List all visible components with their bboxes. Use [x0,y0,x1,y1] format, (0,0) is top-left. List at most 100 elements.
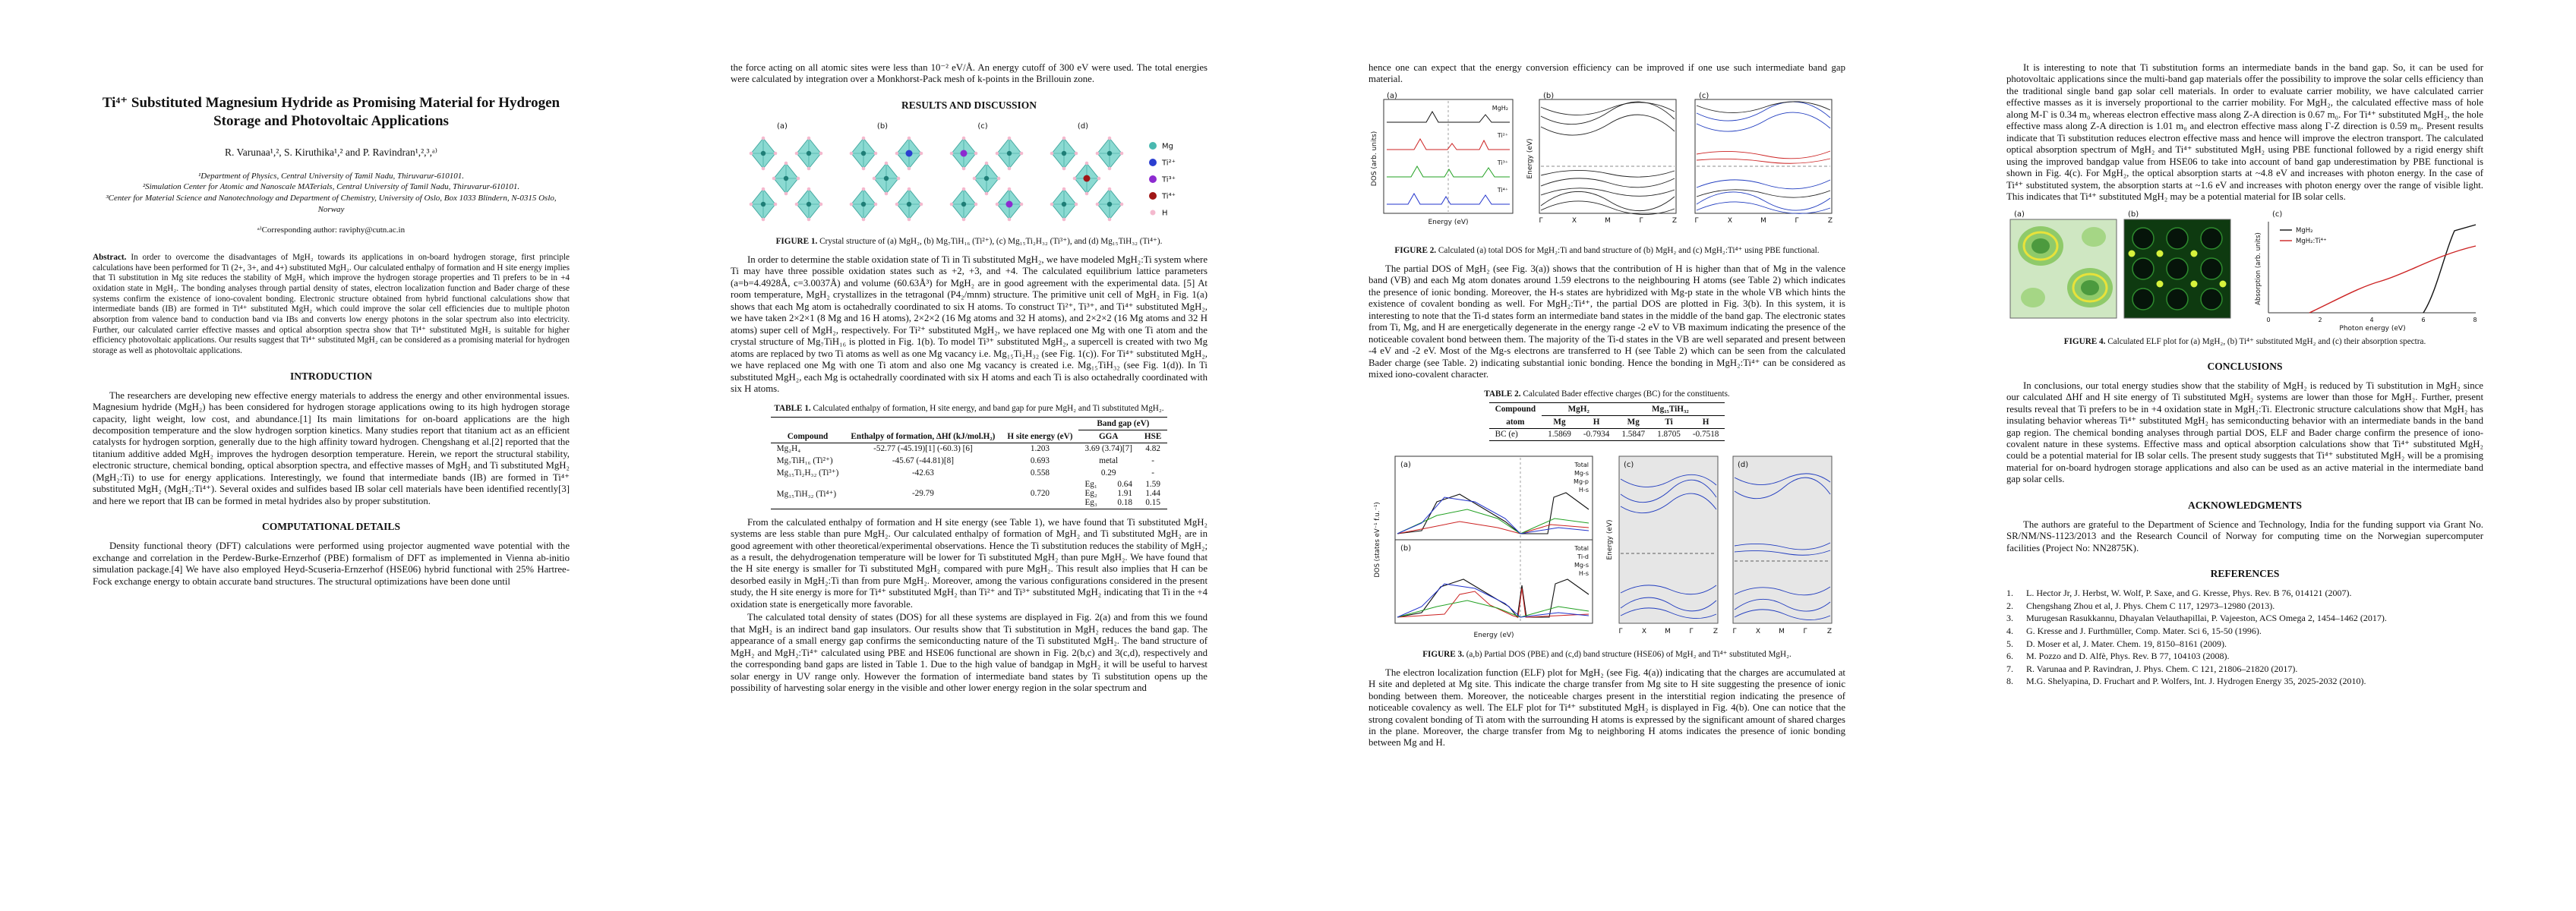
table1-header-hse: HSE [1144,431,1162,441]
fig3-legend-a-total: Total [1574,462,1589,468]
continuation-paragraph: the force acting on all atomic sites wer… [731,62,1208,85]
table2-header-atom: atom [1506,417,1525,427]
fig3-panel-d: (d) Γ X M Γ Z [1732,456,1833,635]
fig4-legend-mgh2: MgH₂ [2296,227,2313,235]
conclusions-paragraph: In conclusions, our total energy studies… [2006,380,2483,485]
table1-header-enthalpy: Enthalpy of formation, ΔHf (kJ/mol.H₂) [851,431,996,441]
table-cell: Mg₇TiH₁₆ (Ti²⁺) [776,456,833,466]
table-cell: 3.69 (3.74)[7] [1084,444,1132,454]
fig2-legend-mgh2: MgH₂ [1492,105,1508,112]
table-2: Compound MgH₂ Mg₁₅TiH₃₂ atom Mg H Mg Ti … [1488,402,1725,441]
kpoint-label: Γ [1539,217,1542,225]
xtick: 0 [2266,317,2270,323]
reference-item: 2. Chengshang Zhou et al, J. Phys. Chem C… [2006,601,2483,613]
kpoint-label: M [1760,217,1766,225]
references-list: 1. L. Hector Jr, J. Herbst, W. Wolf, P. S… [2006,588,2483,688]
table-cell: 1.203 [1030,444,1050,454]
table-1-caption: TABLE 1. Calculated enthalpy of formatio… [753,403,1185,414]
table2-header-mgh2: MgH₂ [1542,402,1616,416]
legend-ti4-swatch [1149,191,1157,200]
legend-mg-label: Mg [1162,142,1173,150]
xtick: 8 [2473,317,2477,323]
kpoint-label: Z [1713,628,1718,635]
kpoint-label: Γ [1732,628,1736,635]
legend-ti2-swatch [1149,158,1157,166]
table-1: Compound Enthalpy of formation, ΔHf (kJ/… [770,416,1168,509]
reference-text: D. Moser et al, J. Mater. Chem. 19, 8150… [2026,638,2227,649]
table-row: Mg₁₅Ti₂H₃₂ (Ti³⁺) -42.63 0.558 0.29 - [771,467,1168,479]
introduction-paragraph: The researchers are developing new effec… [93,389,570,506]
fig1-panel-a: (a) [749,122,823,222]
reference-item: 8. M.G. Shelyapina, D. Fruchart and P. Wo… [2006,676,2483,688]
reference-number: 6. [2006,651,2013,662]
fig2-dos-ylabel: DOS (arb. units) [1371,131,1378,186]
kpoint-label: Z [1672,217,1677,225]
table-cell: 1.8705 [1657,430,1681,440]
eg3-hse: 0.15 [1145,498,1160,508]
fig1-panel-b: (b) [849,122,923,222]
authors-line: R. Varunaa¹,², S. Kiruthika¹,² and P. Ra… [225,146,437,158]
figure-2-dos-bands: (a) MgH₂ Ti²⁺ Ti³⁺ Ti⁴⁺ Energy (eV) DOS … [1371,92,1833,226]
kpoint-label: Γ [1795,217,1798,225]
references-heading: REFERENCES [2210,568,2280,580]
fig2-band-ylabel: Energy (eV) [1526,138,1534,178]
kpoint-label: Z [1827,628,1832,635]
figure-3-caption-text: (a,b) Partial DOS (PBE) and (c,d) band s… [1463,649,1792,659]
fig2-panel-b: (b) Energy (eV) Γ X M Γ Z [1526,92,1677,225]
fig3-legend-b-mgs: Mg-s [1574,562,1589,569]
table-cell: Mg₂H₄ [776,444,801,454]
fig2-panel-a-label: (a) [1387,92,1397,100]
fig3-xlabel: Energy (eV) [1473,632,1514,639]
reference-number: 2. [2006,600,2013,611]
fig3-panel-b: (b) Total Ti-d Mg-s H-s Energy (eV) DOS … [1374,502,1593,639]
reference-item: 4. G. Kresse and J. Furthmüller, Comp. Ma… [2006,626,2483,638]
fig4-panel-a: (a) [2009,210,2117,319]
eg1-gga: 0.64 [1117,480,1132,490]
kpoint-label: Γ [1639,217,1643,225]
fig1-ti3-atom-1 [960,150,968,157]
affiliation-1: ¹Department of Physics, Central Universi… [197,171,465,181]
table-cell: BC (e) [1495,430,1518,440]
corresponding-author: ᵃ⁾Corresponding author: raviphy@cutn.ac.… [257,225,406,235]
fig3-panel-c-label: (c) [1624,461,1634,469]
table-cell: 1.5869 [1548,430,1571,440]
fig3-ylabel: DOS (states eV⁻¹ f.u.⁻¹) [1374,502,1381,577]
fig3-panel-b-label: (b) [1400,544,1411,553]
figure-3-caption-label: FIGURE 3. [1422,649,1464,659]
affiliation-3: ³Center for Material Science and Nanotec… [106,194,557,215]
fig3-panel-c: (c) Γ X M Γ Z Energy (eV) [1606,456,1719,635]
page2-paragraph-3: The calculated total density of states (… [731,612,1208,694]
reference-text: Chengshang Zhou et al, J. Phys. Chem C 1… [2026,600,2275,611]
table1-header-gga: GGA [1098,431,1119,441]
reference-text: M. Pozzo and D. Alfè, Phys. Rev. B 77, 1… [2026,651,2230,662]
fig3-legend-a-hs: H-s [1579,487,1589,493]
absorption-curve-ti4 [2309,244,2477,314]
table-cell: 4.82 [1145,444,1160,454]
fig4-panel-c: (c) MgH₂ MgH₂:Ti⁴⁺ 0 2 4 6 8 Photon ener… [2255,210,2477,333]
eg3-label: Eg₃ [1084,498,1097,508]
fig1-panel-d: (d) [1050,122,1124,222]
page-1: Ti⁴⁺ Substituted Magnesium Hydride as Pr… [23,27,639,881]
table2-atom: Mg [1553,417,1566,427]
table1-header-hsite: H site energy (eV) [1007,431,1073,441]
computational-details-heading: COMPUTATIONAL DETAILS [262,521,400,533]
abstract-label: Abstract. [93,253,127,262]
fig4-legend-ti4: MgH₂:Ti⁴⁺ [2296,238,2327,245]
page2-paragraph-1: In order to determine the stable oxidati… [731,254,1208,395]
figure-4-caption-label: FIGURE 4. [2063,336,2106,346]
abstract-text: In order to overcome the disadvantages o… [93,253,570,355]
fig3-band-ylabel: Energy (eV) [1606,519,1614,560]
abstract: Abstract. In order to overcome the disad… [93,253,570,357]
table-cell: -29.79 [911,489,934,499]
table-row: Mg₁₅TiH₃₂ (Ti⁴⁺) -29.79 0.720 Eg₁ 0.64 Eg… [771,479,1168,509]
reference-item: 6. M. Pozzo and D. Alfè, Phys. Rev. B 77,… [2006,651,2483,663]
table-2-caption-label: TABLE 2. [1484,389,1521,399]
figure-4-caption: FIGURE 4. Calculated ELF plot for (a) Mg… [2006,336,2483,347]
table-2-caption: TABLE 2. Calculated Bader effective char… [1391,389,1823,399]
fig4-panel-b: (b) [2123,210,2231,319]
xtick: 6 [2421,317,2425,323]
fig2-mgh2-bands [1540,101,1675,215]
table-cell: 1.5847 [1621,430,1646,440]
eg2-label: Eg₂ [1084,489,1097,499]
reference-item: 5. D. Moser et al, J. Mater. Chem. 19, 81… [2006,638,2483,651]
